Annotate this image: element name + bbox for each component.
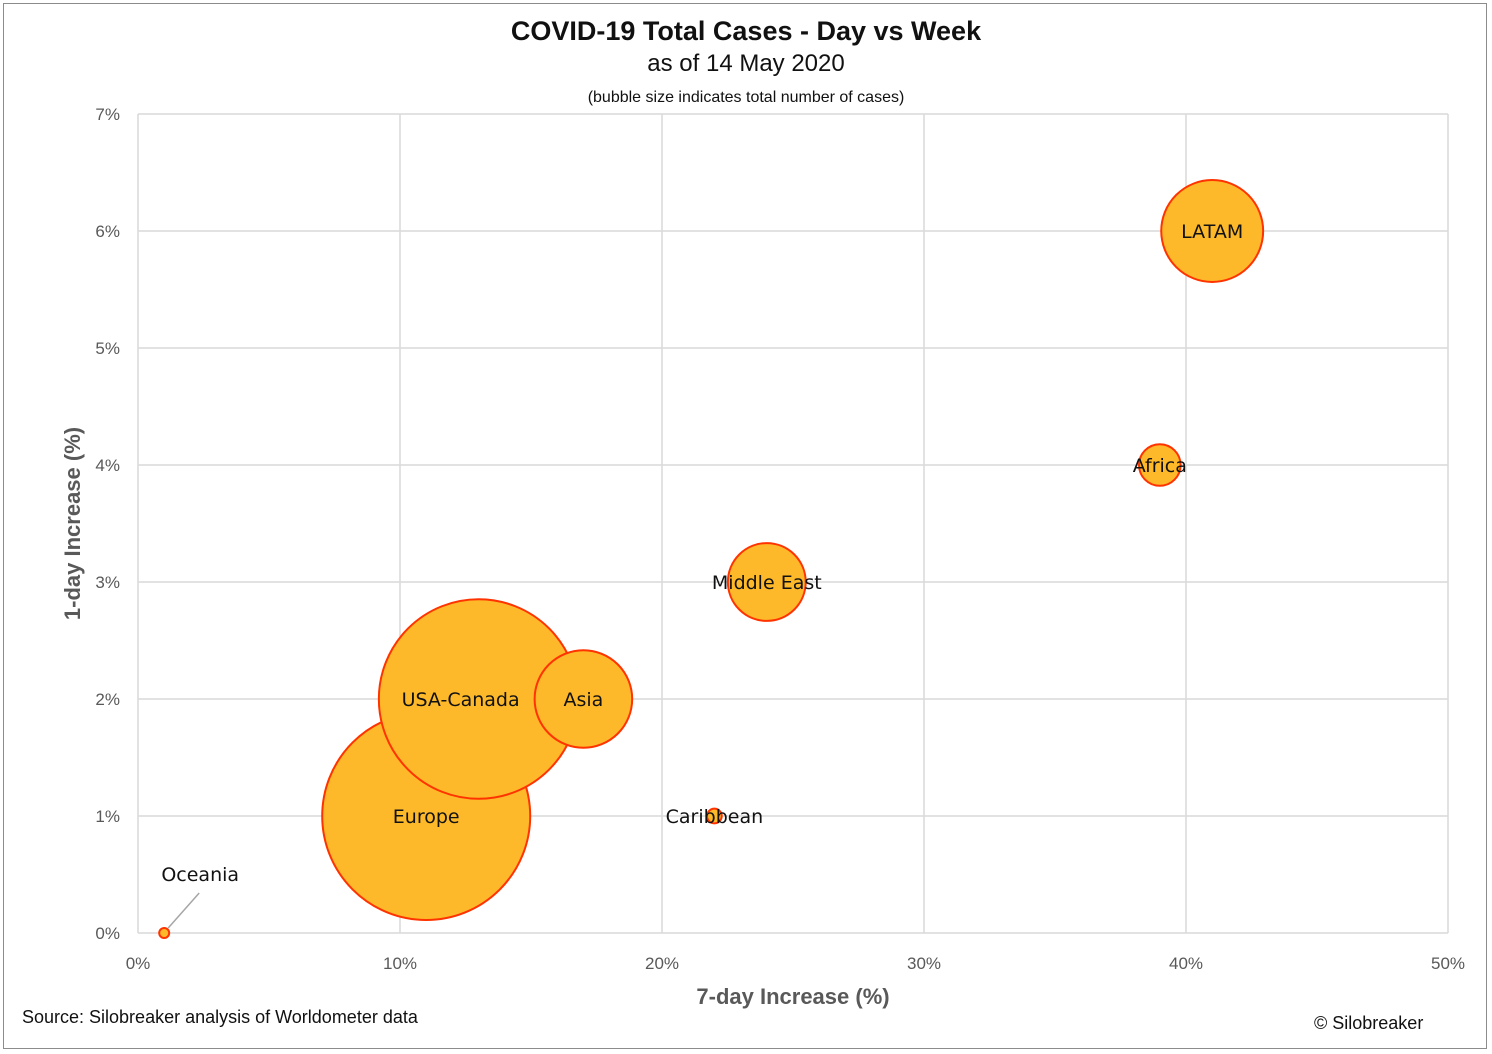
y-tick-label: 1% xyxy=(95,807,120,826)
x-tick-label: 20% xyxy=(645,954,679,973)
y-tick-label: 3% xyxy=(95,573,120,592)
x-tick-label: 50% xyxy=(1431,954,1465,973)
bubble-label: Oceania xyxy=(161,864,239,886)
y-axis-title: 1-day Increase (%) xyxy=(60,427,85,620)
bubble-circle xyxy=(1138,443,1182,487)
y-tick-label: 4% xyxy=(95,456,120,475)
bubble-caribbean xyxy=(706,807,723,825)
bubble-africa xyxy=(1138,443,1182,487)
y-tick-label: 6% xyxy=(95,222,120,241)
x-tick-label: 30% xyxy=(907,954,941,973)
chart-subtitle: as of 14 May 2020 xyxy=(647,50,845,77)
bubble-oceania xyxy=(158,927,171,939)
x-tick-label: 0% xyxy=(126,954,151,973)
bubble-circle xyxy=(706,807,723,825)
bubble-label: Africa xyxy=(1133,455,1187,477)
bubble-label: Europe xyxy=(393,806,460,828)
x-tick-label: 10% xyxy=(383,954,417,973)
bubble-label: Asia xyxy=(563,689,603,711)
y-tick-label: 7% xyxy=(95,105,120,124)
chart-note: (bubble size indicates total number of c… xyxy=(587,89,905,106)
bubble-label: Middle East xyxy=(712,572,822,594)
bubble-asia xyxy=(533,649,634,749)
bubble-circle xyxy=(726,542,807,622)
x-tick-label: 40% xyxy=(1169,954,1203,973)
oceania-leader-line xyxy=(167,892,200,929)
copyright-note: © Silobreaker xyxy=(1314,1013,1424,1033)
chart-frame xyxy=(3,3,1487,1049)
y-tick-label: 2% xyxy=(95,690,120,709)
bubble-circle xyxy=(533,649,634,749)
bubble-label: Caribbean xyxy=(666,806,764,828)
x-axis-title: 7-day Increase (%) xyxy=(696,984,889,1009)
chart-title: COVID-19 Total Cases - Day vs Week xyxy=(510,16,982,46)
y-tick-label: 5% xyxy=(95,339,120,358)
bubble-circle xyxy=(1160,179,1265,283)
bubble-label: USA-Canada xyxy=(402,689,520,711)
bubble-label: LATAM xyxy=(1181,221,1243,243)
source-note: Source: Silobreaker analysis of Worldome… xyxy=(22,1007,418,1027)
y-tick-label: 0% xyxy=(95,924,120,943)
bubble-latam xyxy=(1160,179,1265,283)
bubble-middle-east xyxy=(726,542,807,622)
bubble-circle xyxy=(158,927,171,939)
